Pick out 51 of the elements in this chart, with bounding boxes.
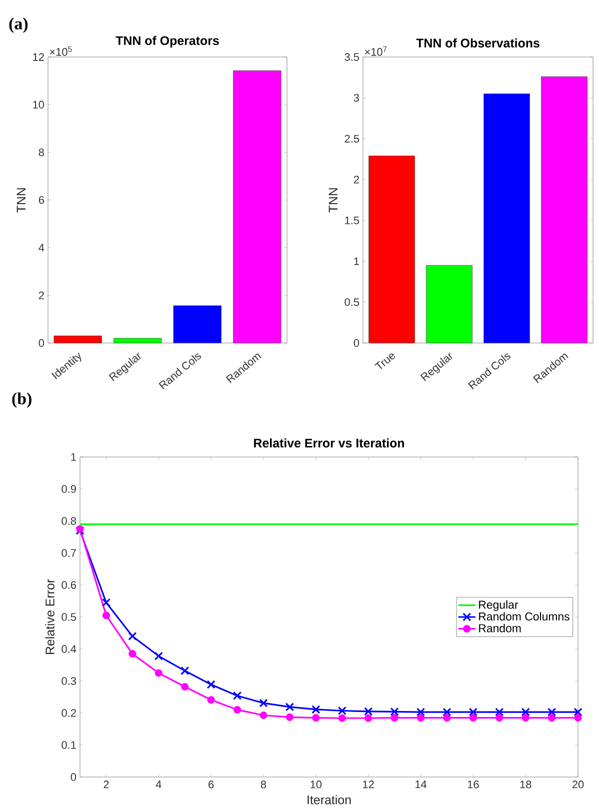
x-tick-label: 14 — [415, 780, 427, 788]
x-tick-label: 20 — [572, 780, 584, 788]
legend-label: Random — [479, 624, 521, 632]
text: (b) — [12, 392, 32, 408]
y-tick-label: 0.9 — [62, 485, 76, 493]
text: ×10$^{5}$ — [50, 46, 72, 56]
x-tick-label: 16 — [468, 780, 479, 788]
y-tick-label: 12 — [33, 53, 44, 61]
chart-title: Relative Error vs Iteration — [254, 438, 404, 448]
legend-label: Random Columns — [479, 612, 570, 621]
text: (a) — [9, 18, 28, 33]
x-tick-label: 8 — [260, 780, 266, 788]
text: ×10$^{7}$ — [364, 46, 387, 56]
y-tick-label: 0.6 — [62, 581, 76, 589]
y-tick-label: 2.5 — [344, 134, 360, 143]
y-tick-label: 0 — [354, 339, 360, 347]
y-tick-label: 1 — [71, 453, 76, 461]
y-tick-label: 0.4 — [62, 645, 76, 653]
y-tick-label: 0.5 — [344, 298, 360, 306]
y-axis-title: TNN — [16, 188, 26, 213]
y-tick-label: 0.5 — [62, 613, 76, 621]
y-tick-label: 8 — [38, 148, 44, 156]
y-tick-label: 0.2 — [62, 709, 76, 717]
chart-title: TNN of Observations — [416, 38, 540, 48]
y-axis-title: TNN — [328, 188, 338, 213]
y-tick-label: 10 — [33, 100, 44, 109]
y-tick-label: 0 — [70, 773, 76, 781]
x-axis-title: Iteration — [308, 795, 351, 804]
y-tick-label: 2 — [38, 292, 44, 300]
chart-title: TNN of Operators — [116, 36, 219, 48]
x-tick-label: 12 — [363, 780, 374, 788]
y-tick-label: 6 — [38, 196, 44, 204]
legend-label: Regular — [479, 600, 518, 611]
y-tick-label: 1.5 — [345, 216, 360, 224]
y-tick-label: 2 — [354, 176, 359, 184]
x-tick-label: True — [374, 353, 395, 370]
y-tick-label: 0.7 — [62, 549, 76, 557]
y-tick-label: 0.3 — [62, 677, 76, 685]
x-tick-label: 4 — [156, 780, 162, 788]
y-tick-label: 3.5 — [344, 53, 360, 61]
x-tick-label: 6 — [208, 780, 214, 788]
x-tick-label: 18 — [520, 780, 532, 788]
x-tick-label: 10 — [310, 780, 322, 788]
y-tick-label: 1 — [354, 258, 359, 266]
y-tick-label: 0 — [38, 339, 44, 347]
y-tick-label: 0.1 — [62, 741, 76, 749]
y-axis-title: Relative Error — [45, 579, 54, 654]
y-tick-label: 0.8 — [62, 517, 76, 525]
y-tick-label: 3 — [354, 94, 359, 102]
x-tick-label: 2 — [104, 780, 109, 788]
y-tick-label: 4 — [38, 244, 44, 252]
